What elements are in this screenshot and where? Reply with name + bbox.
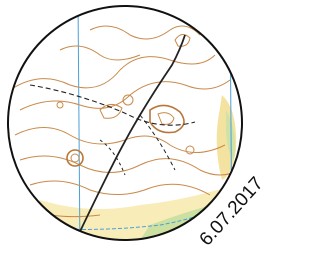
page: {"date": "6.07.2017"} bbox=[0, 0, 271, 255]
map-view: 6.07.2017 bbox=[0, 0, 271, 255]
